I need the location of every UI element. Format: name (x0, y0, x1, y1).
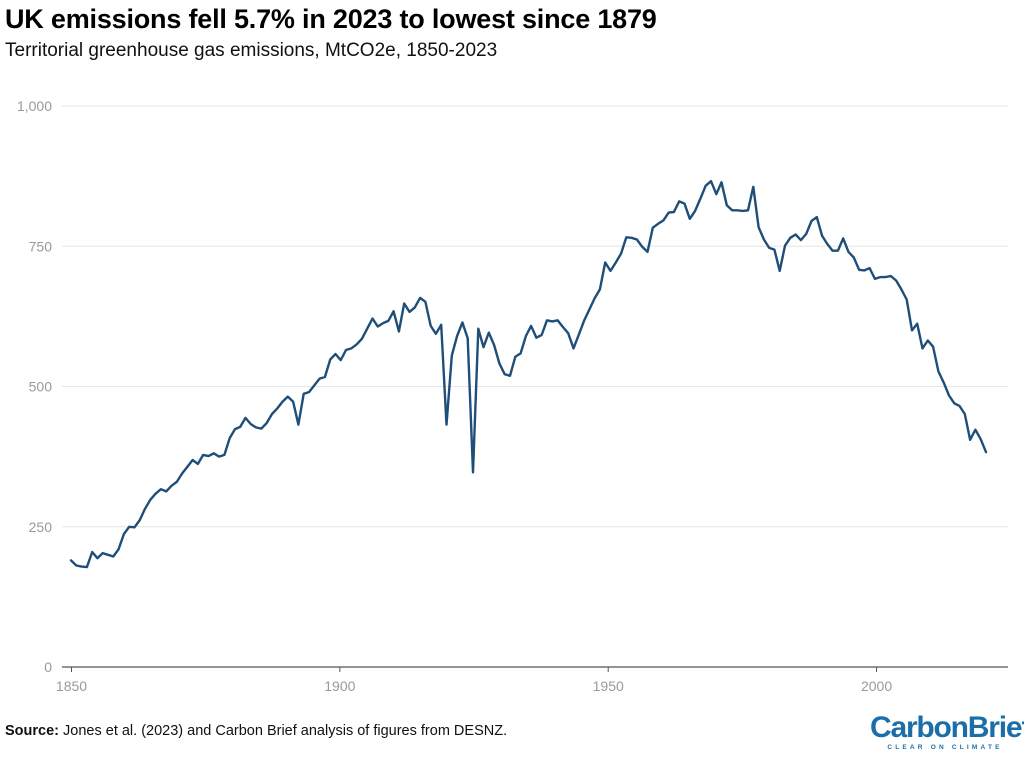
y-tick-label: 0 (44, 659, 52, 675)
x-tick-label: 2000 (861, 678, 892, 694)
emissions-series-line (69, 180, 988, 569)
chart-title: UK emissions fell 5.7% in 2023 to lowest… (5, 4, 657, 34)
source-text: Jones et al. (2023) and Carbon Brief ana… (59, 723, 508, 739)
carbonbrief-logo: CarbonBrief CLEAR ON CLIMATE (870, 711, 1024, 752)
y-tick-label: 1,000 (17, 98, 52, 114)
source-note: Source: Jones et al. (2023) and Carbon B… (5, 723, 507, 739)
source-label: Source: (5, 723, 59, 739)
emissions-line-chart: 0 250 500 750 1,000 1850 1900 1950 2000 (17, 98, 1008, 694)
y-axis-ticks: 0 250 500 750 1,000 (17, 98, 52, 675)
y-tick-label: 500 (29, 379, 53, 395)
grid-lines (62, 105, 1008, 528)
x-axis-ticks: 1850 1900 1950 2000 (56, 667, 892, 694)
logo-tagline: CLEAR ON CLIMATE (887, 744, 1003, 751)
x-tick-label: 1850 (56, 678, 87, 694)
y-tick-label: 750 (29, 238, 53, 254)
logo-wordmark: CarbonBrief (870, 711, 1024, 744)
y-tick-label: 250 (29, 519, 53, 535)
x-tick-label: 1900 (324, 678, 355, 694)
chart-subtitle: Territorial greenhouse gas emissions, Mt… (5, 40, 498, 61)
x-tick-label: 1950 (593, 678, 624, 694)
